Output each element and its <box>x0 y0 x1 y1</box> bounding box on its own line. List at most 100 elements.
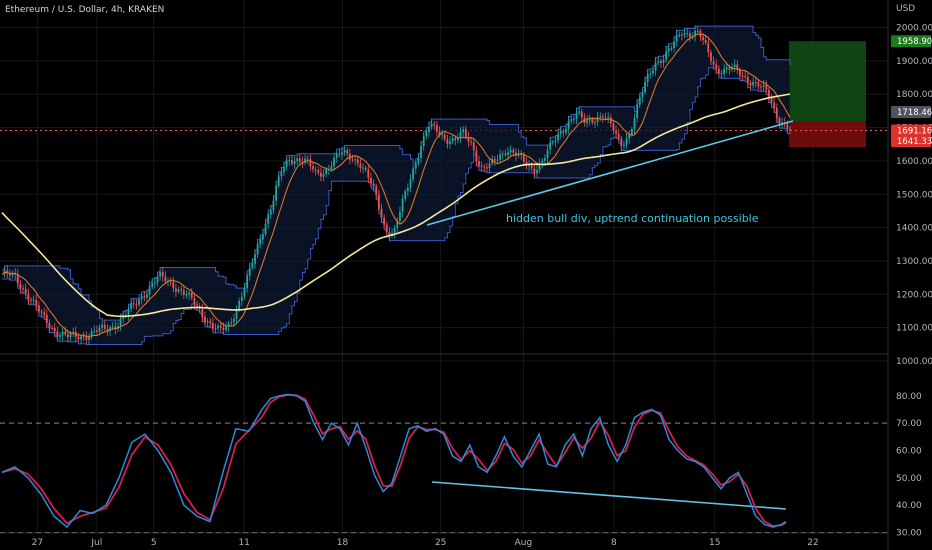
candle-body <box>24 288 27 294</box>
candle-body <box>393 227 396 234</box>
candle-body <box>420 146 422 158</box>
candle-body <box>522 154 525 162</box>
candle-body <box>617 133 620 139</box>
candle-body <box>335 153 338 158</box>
candle-body <box>765 85 768 90</box>
candle-body <box>749 83 752 86</box>
price-tick-label-0: 2000.00 <box>896 24 932 34</box>
currency-label: USD <box>896 4 915 14</box>
annotation-note[interactable]: hidden bull div, uptrend continuation po… <box>506 212 759 225</box>
stop-price-tag: 1641.33 <box>897 137 932 147</box>
entry-price-tag: 1718.46 <box>897 108 932 118</box>
support-trendline[interactable] <box>426 120 794 226</box>
candle-body <box>762 85 765 87</box>
candle-body <box>98 327 101 332</box>
candle-body <box>625 138 628 145</box>
candle-body <box>356 159 359 164</box>
candle-body <box>449 141 451 144</box>
candle-body <box>85 336 88 340</box>
candle-body <box>30 299 32 301</box>
candle-body <box>633 117 636 130</box>
candle-body <box>441 134 444 136</box>
candle-body <box>164 276 167 282</box>
candle-body <box>227 323 230 327</box>
candle-body <box>317 169 320 173</box>
candle-body <box>696 30 699 32</box>
candle-body <box>430 123 433 127</box>
candle-body <box>464 129 467 137</box>
time-tick-label-6: Aug <box>515 538 533 548</box>
candle-body <box>172 281 175 289</box>
candle-body <box>462 129 465 132</box>
entry-price-tag-box <box>891 106 931 118</box>
candle-body <box>259 239 262 244</box>
candle-body <box>159 272 162 277</box>
candle-body <box>267 214 270 224</box>
candle-body <box>214 328 217 330</box>
candle-body <box>604 117 607 119</box>
candle-body <box>175 288 177 292</box>
candle-body <box>290 160 293 164</box>
candle-body <box>446 139 449 144</box>
candle-body <box>190 292 193 298</box>
candle-body <box>657 60 660 63</box>
candle-body <box>61 331 64 336</box>
candle-body <box>507 152 509 156</box>
price-axis-background <box>888 0 932 550</box>
candle-body <box>710 52 712 62</box>
candle-body <box>385 224 388 233</box>
candle-body <box>504 153 507 156</box>
candle-body <box>341 152 343 155</box>
candle-body <box>451 138 454 142</box>
risk-reward-zones[interactable] <box>0 41 888 148</box>
stop-zone[interactable] <box>789 121 866 148</box>
candle-body <box>778 118 781 124</box>
candle-body <box>414 163 417 169</box>
time-tick-label-4: 18 <box>337 538 349 548</box>
candle-body <box>533 168 536 174</box>
candle-body <box>246 275 248 289</box>
price-axis[interactable]: 2000.001900.001800.001700.001600.001500.… <box>887 0 932 550</box>
candle-body <box>775 107 778 119</box>
candle-body <box>225 326 227 330</box>
symbol-title: Ethereum / U.S. Dollar, 4h, KRAKEN <box>5 5 164 15</box>
candle-body <box>544 158 546 161</box>
trendlines[interactable] <box>426 120 794 510</box>
candle-body <box>325 169 328 175</box>
target-zone[interactable] <box>789 41 866 122</box>
candle-body <box>636 104 639 118</box>
candle-body <box>93 330 96 332</box>
candle-body <box>599 116 602 118</box>
candle-body <box>156 276 159 283</box>
candle-body <box>48 323 51 328</box>
candle-body <box>509 149 512 153</box>
candle-body <box>435 125 438 132</box>
time-axis[interactable]: 27 Jul 5 11 18 25 Aug 8 15 22 <box>0 532 888 548</box>
candle-body <box>304 158 306 163</box>
candle-body <box>488 163 491 169</box>
candle-body <box>193 297 196 305</box>
candle-body <box>88 337 90 340</box>
candle-body <box>620 138 623 146</box>
candle-body <box>114 326 117 329</box>
price-tick-label-9: 1100.00 <box>896 324 932 334</box>
candle-body <box>675 34 678 42</box>
candle-body <box>122 315 125 319</box>
candle-body <box>59 335 61 337</box>
candle-body <box>233 318 235 323</box>
candle-body <box>630 129 633 135</box>
candle-body <box>367 169 370 178</box>
candle-body <box>562 131 565 133</box>
candle-body <box>43 312 46 315</box>
candle-body <box>364 167 367 170</box>
divergence-trendline[interactable] <box>431 481 787 510</box>
candle-body <box>565 128 567 133</box>
candle-body <box>143 296 146 298</box>
candle-body <box>37 305 40 312</box>
candle-body <box>285 160 288 167</box>
candle-body <box>254 254 256 264</box>
price-tick-label-1: 1900.00 <box>896 57 932 67</box>
candle-body <box>240 296 243 301</box>
